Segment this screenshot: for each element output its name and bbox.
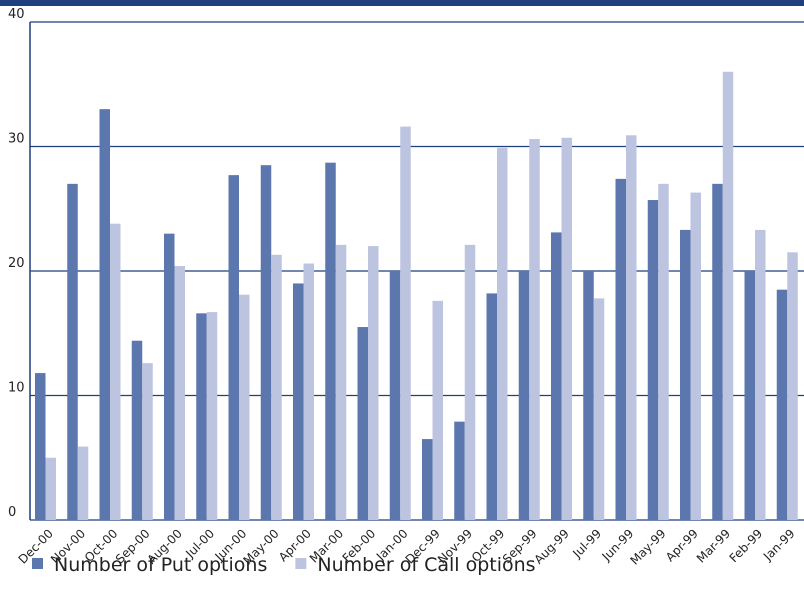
x-tick-label: Jul-99 <box>569 526 604 561</box>
bar <box>529 139 540 520</box>
bar <box>389 271 401 520</box>
bar <box>303 263 314 520</box>
bar <box>690 192 701 520</box>
y-tick-label: 0 <box>8 505 16 520</box>
legend-label: Number of Put options <box>54 554 267 576</box>
bar <box>593 298 605 520</box>
legend-label: Number of Call options <box>317 554 535 576</box>
bar <box>615 178 626 520</box>
bar <box>497 147 508 520</box>
bar <box>551 232 562 520</box>
bar <box>464 244 476 521</box>
bar <box>239 294 250 520</box>
bar <box>293 283 304 520</box>
bar <box>744 271 755 520</box>
legend-swatch <box>295 558 307 569</box>
bar <box>45 457 56 520</box>
bar <box>755 229 766 521</box>
bar <box>325 162 336 520</box>
bar <box>647 200 659 520</box>
bar <box>422 439 433 520</box>
x-tick-label: May-99 <box>627 526 668 567</box>
bar <box>196 313 207 520</box>
bar <box>271 254 282 520</box>
bar <box>561 137 572 520</box>
bar <box>110 223 121 520</box>
x-tick-label: Aug-99 <box>532 526 572 566</box>
x-tick-label: Feb-99 <box>727 526 766 565</box>
x-tick-label: Apr-99 <box>663 526 701 564</box>
bar <box>335 244 347 521</box>
x-tick-label: Jan-99 <box>760 526 798 564</box>
bar <box>518 271 530 520</box>
bar <box>357 327 368 520</box>
bar <box>712 183 723 520</box>
bar <box>131 340 143 520</box>
bar <box>776 289 788 520</box>
bar <box>722 71 734 521</box>
bar <box>454 421 465 520</box>
bar <box>228 175 239 520</box>
bar <box>583 271 594 520</box>
bar <box>99 109 110 521</box>
bar <box>67 183 78 520</box>
y-tick-label: 20 <box>8 256 25 271</box>
x-tick-label: Mar-99 <box>694 526 733 565</box>
bar <box>206 312 218 520</box>
bar <box>35 373 46 520</box>
bar <box>680 229 691 521</box>
x-tick-label: Apr-00 <box>276 526 314 564</box>
y-tick-label: 40 <box>8 7 25 22</box>
bar <box>658 183 669 520</box>
bar <box>400 126 411 520</box>
y-tick-label: 30 <box>8 132 25 147</box>
bar <box>164 233 175 520</box>
top-band <box>0 0 804 6</box>
bar <box>486 293 497 520</box>
legend-swatch <box>32 558 43 569</box>
bar <box>432 300 443 520</box>
bar <box>260 165 272 521</box>
bar <box>77 446 89 520</box>
bar <box>368 246 379 520</box>
bar <box>142 363 153 520</box>
bar <box>787 252 798 520</box>
bar <box>626 135 637 521</box>
y-tick-label: 10 <box>8 381 25 396</box>
bar <box>174 266 185 520</box>
